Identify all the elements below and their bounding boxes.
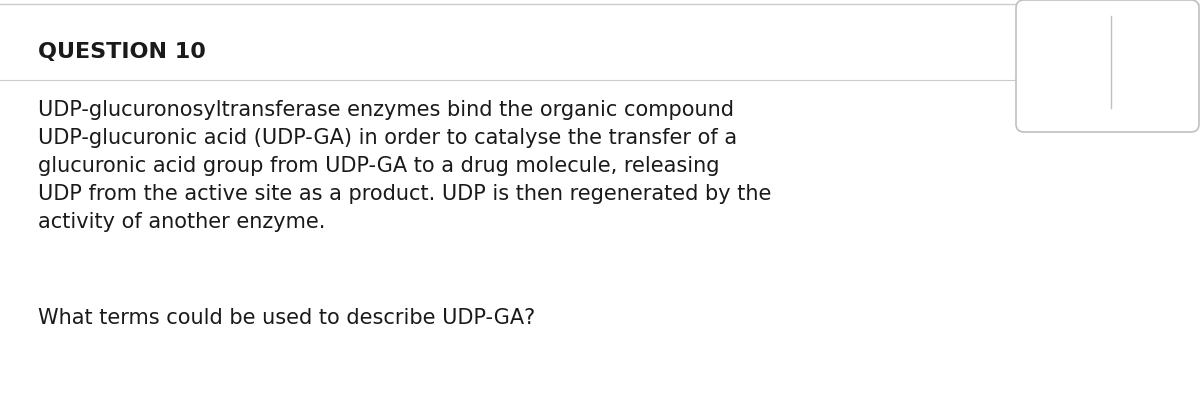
Text: What terms could be used to describe UDP-GA?: What terms could be used to describe UDP… (38, 308, 535, 328)
FancyBboxPatch shape (1016, 0, 1199, 132)
Text: QUESTION 10: QUESTION 10 (38, 42, 206, 62)
Text: UDP-glucuronosyltransferase enzymes bind the organic compound
UDP-glucuronic aci: UDP-glucuronosyltransferase enzymes bind… (38, 100, 772, 232)
